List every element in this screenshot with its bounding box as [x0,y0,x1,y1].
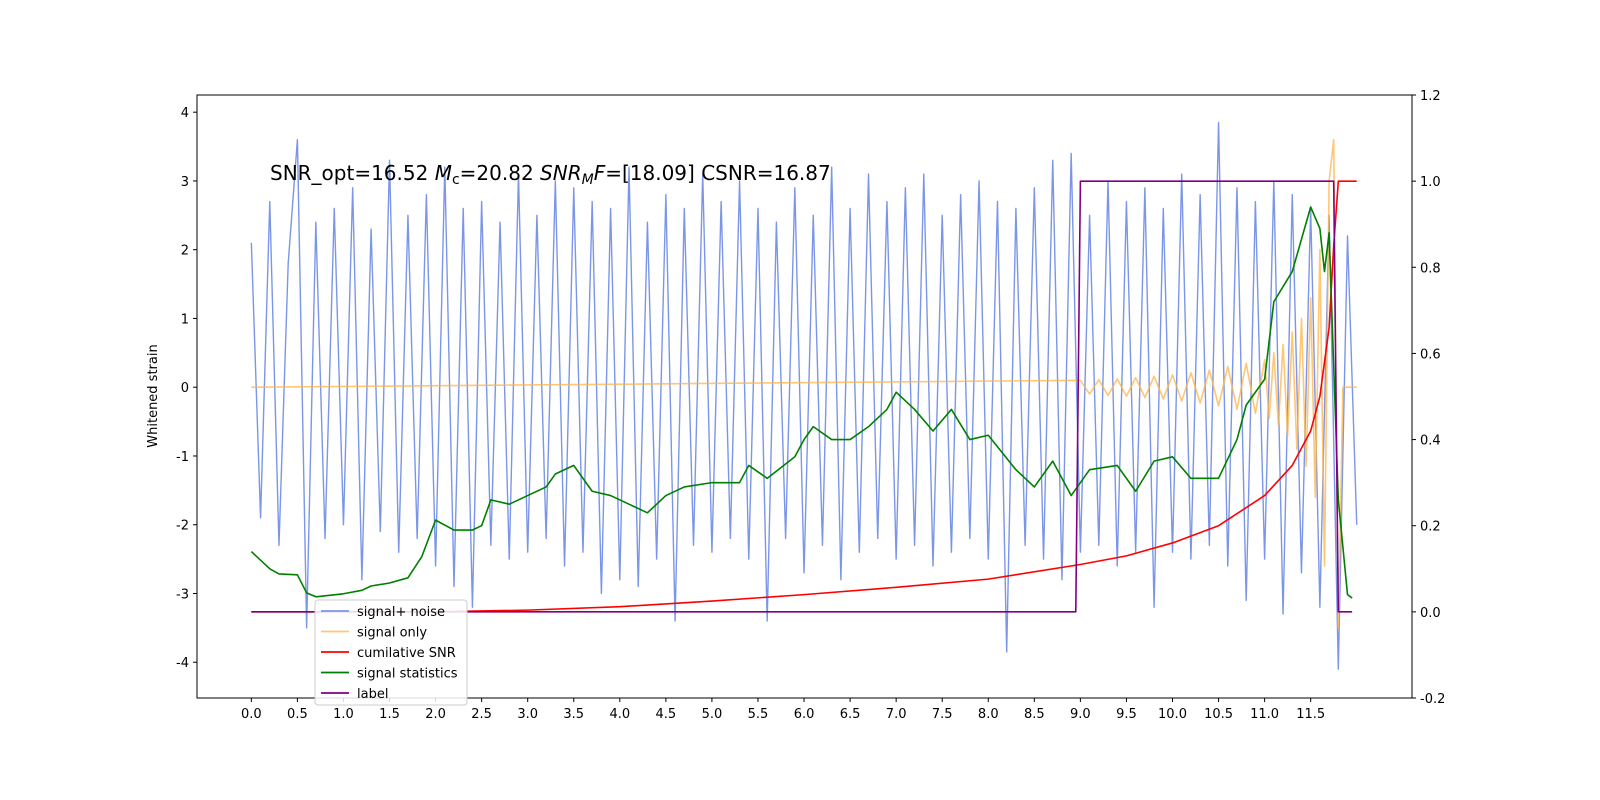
x-tick-label: 5.0 [702,707,723,722]
x-tick-label: 9.0 [1070,707,1091,722]
legend-label: signal only [357,626,427,641]
annotation: SNR_opt=16.52 Mc=20.82 SNRMF=[18.09] CSN… [270,161,831,188]
annotation-part: SNR_opt=16.52 [270,161,435,185]
y2-tick-label: 0.2 [1420,520,1441,535]
annotation-part: F [594,161,606,185]
y-tick-label: 1 [181,312,189,327]
y-tick-label: 3 [181,175,189,190]
legend-box [314,599,468,706]
x-tick-label: 10.5 [1204,707,1233,722]
series-line [251,180,1353,613]
y-axis-label: Whitened strain [146,344,161,447]
x-tick-label: 3.0 [517,707,538,722]
x-tick-label: 4.0 [609,707,630,722]
x-tick-label: 1.5 [379,707,400,722]
annotation-part: c [452,172,460,188]
x-tick-label: 5.5 [748,707,769,722]
x-tick-label: 8.0 [978,707,999,722]
y2-tick-label: 0.8 [1420,261,1441,276]
y2-tick-label: 0.0 [1420,606,1441,621]
series-line [250,121,1358,670]
x-tick-label: 2.0 [425,707,446,722]
annotation-part: =[18.09] CSNR=16.87 [605,161,831,185]
y2-tick-label: -0.2 [1420,692,1445,707]
y2-tick-label: 1.0 [1420,175,1441,190]
y2-tick-label: 0.6 [1420,347,1441,362]
y-tick-label: 4 [181,106,189,121]
x-tick-label: 4.5 [656,707,677,722]
y-tick-label: -4 [176,656,189,671]
legend-label: label [357,687,388,702]
x-tick-label: 0.0 [241,707,262,722]
legend-label: signal+ noise [357,605,445,620]
x-tick-label: 6.0 [794,707,815,722]
x-tick-label: 11.0 [1250,707,1279,722]
x-tick-label: 9.5 [1116,707,1137,722]
x-tick-label: 7.5 [932,707,953,722]
x-tick-label: 2.5 [471,707,492,722]
series-line [251,138,1357,629]
y-tick-label: 0 [181,381,189,396]
annotation-part: =20.82 [460,161,540,185]
x-tick-label: 3.5 [563,707,584,722]
y-tick-label: -3 [176,587,189,602]
x-tick-label: 1.0 [333,707,354,722]
plot-area [250,121,1358,670]
legend-label: signal statistics [357,667,458,682]
series-line [250,206,1353,599]
y-tick-label: 2 [181,244,189,259]
x-tick-label: 0.5 [287,707,308,722]
annotation-part: M [435,161,452,185]
y2-tick-label: 0.4 [1420,434,1441,449]
x-tick-label: 10.0 [1158,707,1187,722]
annotation-part: SNR [540,161,582,185]
x-tick-label: 8.5 [1024,707,1045,722]
legend-label: cumilative SNR [357,646,456,661]
y-tick-label: -1 [176,450,189,465]
y2-tick-label: 1.2 [1420,89,1441,104]
series-line [251,180,1357,613]
annotation-part: M [582,172,594,188]
x-tick-label: 11.5 [1296,707,1325,722]
x-tick-label: 6.5 [840,707,861,722]
x-tick-label: 7.0 [886,707,907,722]
y-tick-label: -2 [176,519,189,534]
